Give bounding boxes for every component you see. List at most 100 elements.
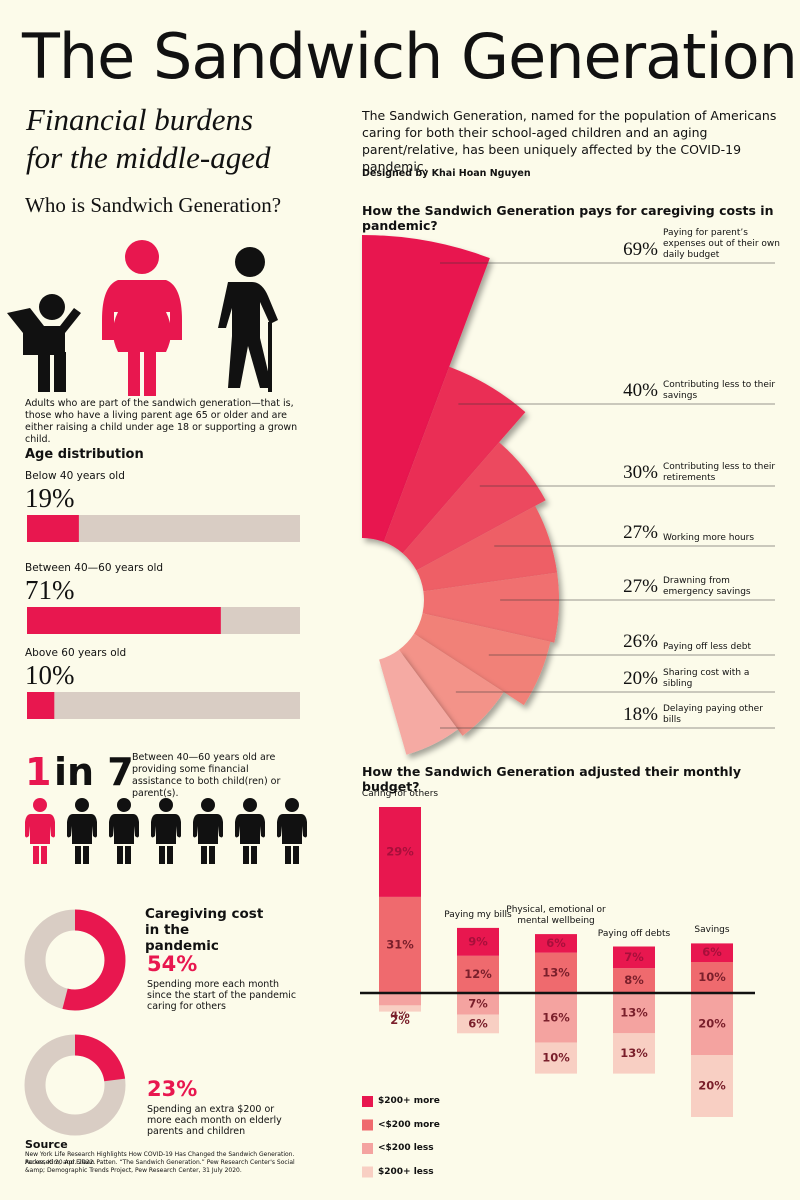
bar-segment: [379, 993, 421, 1006]
legend-label: $200+ less: [378, 1166, 434, 1177]
one-number: 1: [25, 750, 52, 794]
bar: [27, 515, 79, 542]
category-label: Working more hours: [663, 533, 755, 543]
bar-segment: [379, 807, 421, 897]
legend-swatch: [362, 1119, 373, 1131]
bar-segment: [457, 1014, 499, 1034]
category-label: Drawning from emergency savings: [663, 576, 751, 597]
bar-segment: [613, 993, 655, 1034]
donut-value: 23%: [147, 1077, 198, 1101]
category-label: Sharing cost with a sibling: [663, 668, 750, 689]
bar-segment: [457, 927, 499, 956]
value-label: 2%: [390, 1013, 410, 1027]
bar-segment: [613, 968, 655, 993]
legend-swatch: [362, 1166, 373, 1178]
bar-segment: [691, 943, 733, 962]
value-label: 27%: [623, 522, 658, 543]
caregiving-title: Caregiving cost in the pandemic: [145, 906, 264, 954]
donut-description: Spending more each month since the start…: [147, 979, 297, 1012]
chart-title: How the Sandwich Generation adjusted the…: [362, 764, 741, 794]
value-label: 20%: [623, 668, 658, 689]
chart-title: How the Sandwich Generation pays for car…: [362, 203, 774, 233]
value-label: 18%: [623, 704, 658, 725]
bar-segment: [379, 896, 421, 993]
one-rest: in 7: [54, 750, 134, 794]
value-label: 9%: [468, 934, 488, 948]
bar-segment: [457, 993, 499, 1015]
bar-segment: [457, 955, 499, 993]
legend-label: <$200 more: [378, 1119, 440, 1130]
value-label: 10%: [698, 970, 726, 984]
category-label: Contributing less to their retirements: [663, 462, 776, 483]
value-label: 69%: [623, 239, 658, 260]
wedge: [422, 572, 559, 643]
category-label: Paying off debts: [597, 928, 671, 939]
value-label: 7%: [624, 950, 644, 964]
category-label: Between 40—60 years old: [25, 562, 164, 574]
category-label: Paying off less debt: [663, 642, 751, 652]
bar-segment: [613, 946, 655, 969]
value-label: 12%: [464, 967, 492, 981]
bar-segment: [691, 1055, 733, 1117]
bar-segment: [691, 993, 733, 1055]
donut-arc: [74, 1034, 126, 1082]
value-label: 19%: [25, 483, 75, 513]
wedge: [362, 235, 490, 542]
value-label: 29%: [386, 844, 414, 858]
bar: [27, 692, 55, 719]
one-description: Between 40—60 years old are providing so…: [132, 752, 281, 799]
donut-value: 54%: [147, 952, 198, 976]
legend-swatch: [362, 1096, 373, 1107]
donut-description: Spending an extra $200 or more each mont…: [147, 1104, 282, 1137]
subtitle-line: for the middle-aged: [26, 140, 271, 175]
people-row: [25, 798, 307, 864]
wedge: [398, 633, 504, 736]
source-heading: Source: [25, 1138, 68, 1151]
title: The Sandwich Generation: [22, 20, 798, 93]
category-label: Below 40 years old: [25, 470, 125, 482]
wedge: [402, 442, 546, 571]
subtitle-line: Financial burdens: [26, 102, 254, 137]
woman-icon: [102, 240, 182, 396]
bar-track: [27, 692, 300, 719]
wedge: [413, 613, 551, 706]
donut-arc: [62, 909, 126, 1011]
value-label: 6%: [702, 945, 722, 959]
value-label: 6%: [468, 1017, 488, 1031]
legend-label: <$200 less: [378, 1143, 434, 1153]
bar-segment: [535, 993, 577, 1043]
child-icon: [7, 294, 81, 392]
value-label: 13%: [620, 1046, 648, 1060]
wedge: [379, 649, 458, 755]
value-label: 10%: [25, 660, 75, 690]
wedge: [383, 366, 526, 554]
value-label: 13%: [620, 1006, 648, 1020]
credit: Designed by Khai Hoan Nguyen: [362, 168, 531, 179]
bar: [27, 607, 221, 634]
elder-icon: [218, 247, 278, 392]
bar-segment: [379, 1005, 421, 1012]
who-heading: Who is Sandwich Generation?: [25, 193, 282, 217]
value-label: 31%: [386, 937, 414, 951]
category-label: Contributing less to their savings: [663, 380, 776, 401]
legend-label: $200+ more: [378, 1096, 440, 1106]
source-item: New York Life Research Highlights How CO…: [25, 1151, 295, 1166]
value-label: 8%: [624, 973, 644, 987]
value-label: 6%: [546, 936, 566, 950]
value-label: 30%: [623, 462, 658, 483]
value-label: 71%: [25, 575, 75, 605]
bar-segment: [691, 962, 733, 993]
category-label: Caring for others: [361, 789, 439, 799]
who-description: Adults who are part of the sandwich gene…: [25, 398, 298, 445]
value-label: 13%: [542, 965, 570, 979]
value-label: 27%: [623, 576, 658, 597]
wedge: [416, 505, 558, 592]
value-label: 20%: [698, 1079, 726, 1093]
category-label: Paying my bills: [444, 909, 512, 920]
category-label: Above 60 years old: [25, 647, 127, 659]
source-item: Parker, Kim, and Eileen Patten. “The San…: [25, 1159, 295, 1174]
value-label: 7%: [468, 996, 488, 1010]
bar-segment: [535, 1042, 577, 1074]
value-label: 16%: [542, 1010, 570, 1024]
